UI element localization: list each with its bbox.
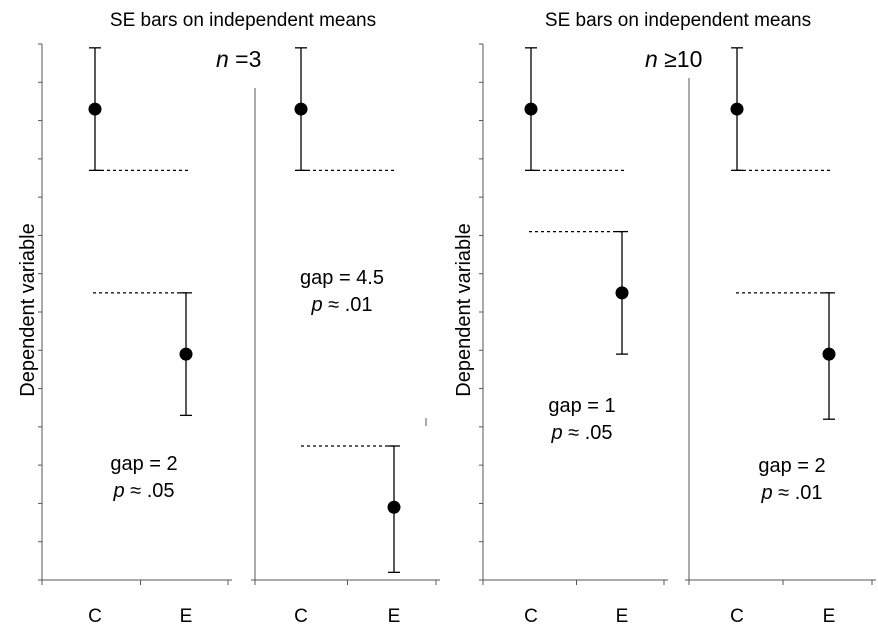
y-axis-label-right: Dependent variable [453,223,475,396]
title-left: SE bars on independent means [110,10,376,31]
n-label-left-rest: =3 [229,46,262,72]
n-label-left: n =3 [216,46,261,72]
category-label-c: C [524,606,538,626]
mean-point-e [179,347,193,361]
mean-point-c [524,102,538,116]
p-annotation: p ≈ .01 [760,482,822,504]
gap-annotation: gap = 1 [548,395,615,417]
n-label-right-italic: n [645,46,658,72]
n-label-left-italic: n [216,46,229,72]
mean-point-e [387,500,401,514]
category-label-e: E [616,606,629,626]
mean-point-c [730,102,744,116]
category-label-e: E [823,606,836,626]
mean-point-e [822,347,836,361]
p-annotation: p ≈ .05 [112,480,174,502]
gap-annotation: gap = 2 [110,453,177,475]
gap-annotation: gap = 2 [758,455,825,477]
category-label-e: E [180,606,193,626]
n-label-right: n ≥10 [645,46,702,72]
category-label-c: C [730,606,744,626]
category-label-c: C [294,606,308,626]
y-axis-label-left: Dependent variable [17,223,39,396]
mean-point-e [615,286,629,300]
p-annotation: p ≈ .05 [550,422,612,444]
p-annotation: p ≈ .01 [310,294,372,316]
n-label-right-rest: ≥10 [658,46,703,72]
title-right: SE bars on independent means [545,10,811,31]
mean-point-c [88,102,102,116]
gap-annotation: gap = 4.5 [300,267,384,289]
category-label-e: E [388,606,401,626]
category-label-c: C [88,606,102,626]
mean-point-c [294,102,308,116]
